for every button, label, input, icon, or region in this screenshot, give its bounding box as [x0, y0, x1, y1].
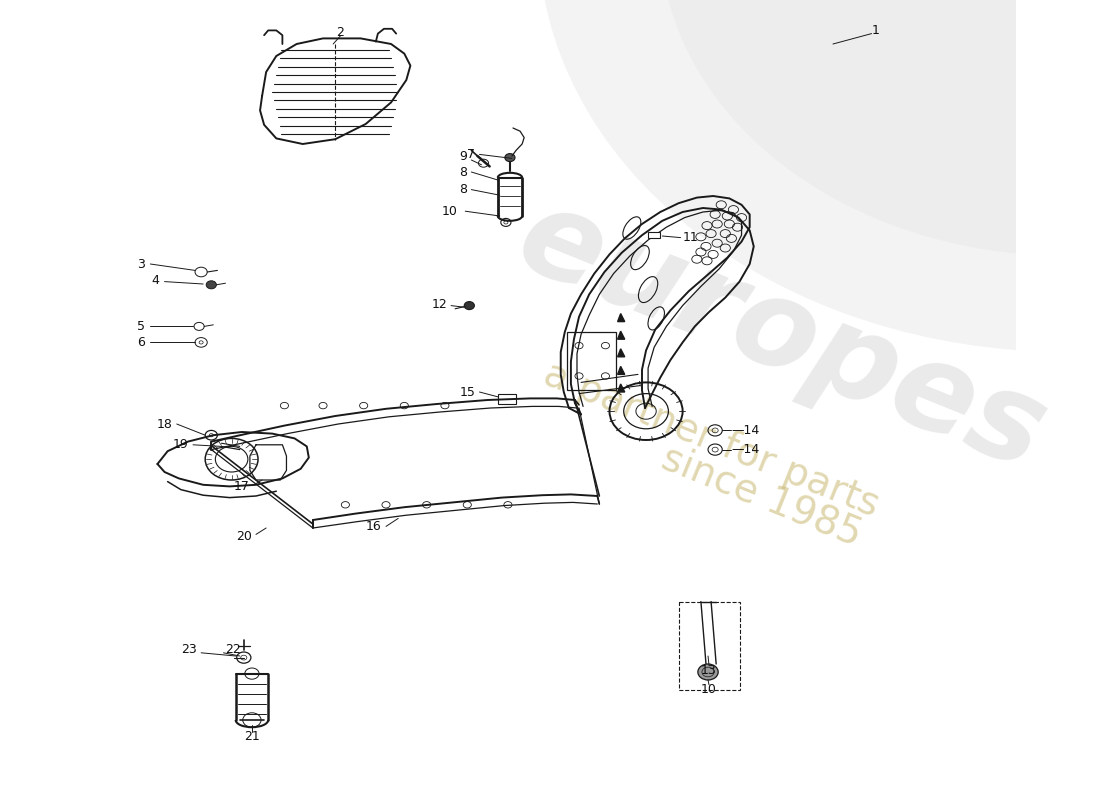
Text: europes: europes — [502, 178, 1063, 494]
Text: 20: 20 — [236, 530, 252, 542]
Text: 23: 23 — [182, 643, 197, 656]
Polygon shape — [617, 384, 625, 392]
Circle shape — [206, 281, 217, 289]
Text: 17: 17 — [234, 480, 250, 493]
Text: 2: 2 — [337, 26, 344, 38]
Text: 7: 7 — [468, 148, 475, 161]
Text: 5: 5 — [138, 320, 145, 333]
Text: 15: 15 — [460, 386, 475, 398]
Text: 3: 3 — [138, 258, 145, 270]
Bar — [679, 602, 739, 690]
Text: 18: 18 — [157, 418, 173, 430]
Bar — [648, 232, 660, 238]
Text: 8: 8 — [460, 166, 467, 178]
Text: 21: 21 — [244, 730, 260, 742]
Polygon shape — [617, 349, 625, 357]
Text: since 1985: since 1985 — [657, 438, 868, 554]
Circle shape — [697, 664, 718, 680]
Circle shape — [505, 154, 515, 162]
Circle shape — [660, 0, 1100, 256]
Polygon shape — [617, 366, 625, 374]
Text: 9: 9 — [460, 150, 467, 163]
Polygon shape — [617, 314, 625, 322]
Circle shape — [538, 0, 1100, 352]
Circle shape — [464, 302, 474, 310]
Text: 4: 4 — [152, 274, 160, 286]
Bar — [566, 332, 616, 390]
Text: 8: 8 — [460, 183, 467, 196]
Text: 1: 1 — [871, 24, 880, 37]
Text: a partner for parts: a partner for parts — [538, 355, 884, 525]
Text: 22: 22 — [226, 643, 241, 656]
Text: —14: —14 — [732, 424, 760, 437]
Text: 10: 10 — [441, 205, 458, 218]
Text: 11: 11 — [683, 231, 698, 244]
Polygon shape — [617, 331, 625, 339]
Text: 12: 12 — [431, 298, 447, 310]
Text: —14: —14 — [732, 443, 760, 456]
Text: 19: 19 — [173, 438, 188, 451]
Bar — [498, 394, 516, 404]
Text: 6: 6 — [138, 336, 145, 349]
Text: 13: 13 — [701, 664, 717, 677]
Text: 10: 10 — [701, 683, 717, 696]
Text: 16: 16 — [365, 520, 381, 533]
